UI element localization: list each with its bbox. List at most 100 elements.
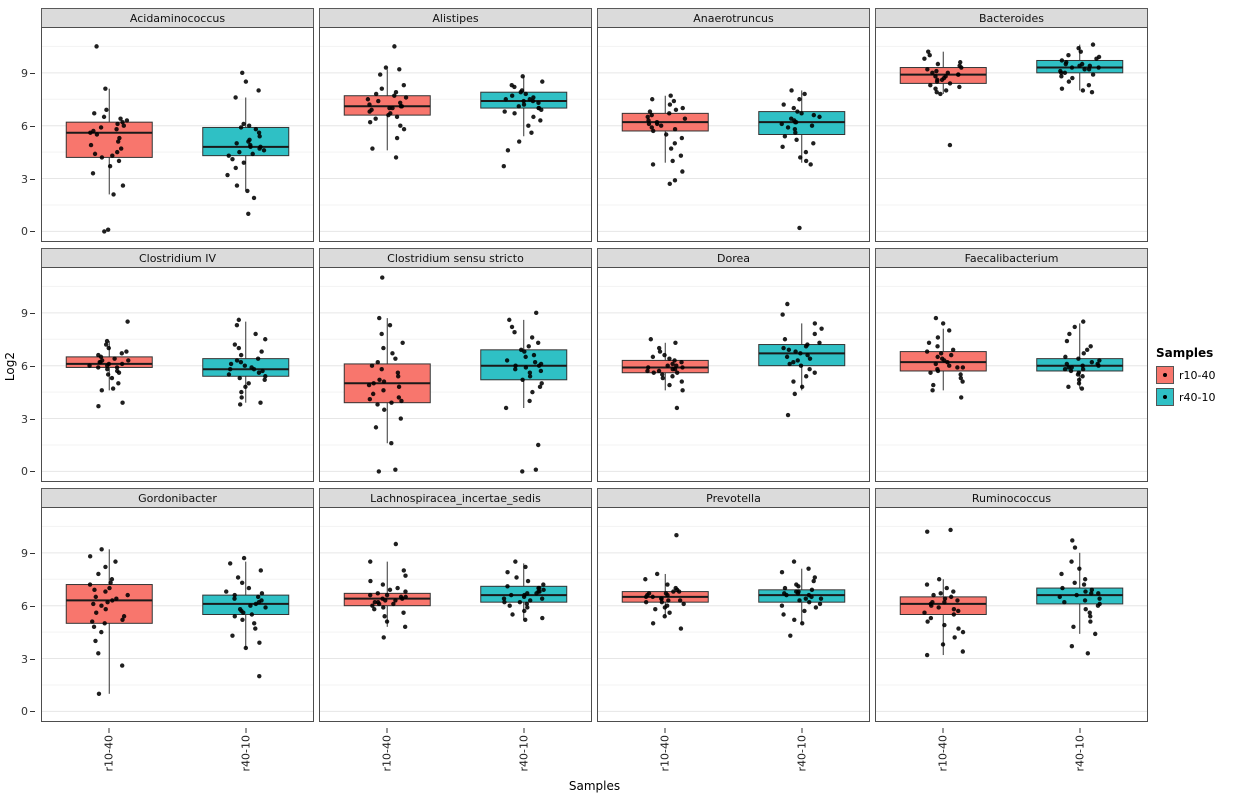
facet-dorea: Dorea [597, 248, 870, 488]
y-tick-mark [30, 658, 35, 660]
facet-bacteroides: Bacteroides [875, 8, 1148, 248]
x-tick-mark [108, 728, 110, 733]
facet-title: Dorea [717, 251, 750, 265]
facet-strip: Faecalibacterium [875, 248, 1148, 267]
facet-strip: Clostridium sensu stricto [319, 248, 592, 267]
y-tick-label: 3 [21, 172, 28, 186]
boxplot-svg [41, 507, 314, 722]
facet-title: Anaerotruncus [693, 11, 774, 25]
facet-strip: Gordonibacter [41, 488, 314, 507]
legend-title: Samples [1156, 346, 1214, 360]
y-tick-label: 3 [21, 412, 28, 426]
legend-key-dot [1163, 395, 1167, 399]
x-tick-label: r10-40 [937, 735, 950, 776]
y-tick-mark [30, 711, 35, 713]
x-tick-mark [664, 728, 666, 733]
facet-title: Faecalibacterium [964, 251, 1059, 265]
facet-strip: Alistipes [319, 8, 592, 27]
y-tick-mark [30, 418, 35, 420]
y-tick-label: 6 [21, 599, 28, 613]
legend-item-r10-40: r10-40 [1156, 366, 1216, 384]
legend-items: r10-40 r40-10 [1156, 366, 1216, 406]
facet-panel [875, 507, 1148, 722]
x-axis-labels: r10-40 r40-10 [41, 728, 314, 776]
y-tick-label: 6 [21, 359, 28, 373]
y-axis-gutter: 0 3 6 9 [6, 8, 36, 248]
box-r40-10 [758, 344, 846, 367]
facet-panel [875, 267, 1148, 482]
x-tick-label-text: r40-10 [517, 735, 531, 772]
x-tick-label-text: r10-40 [380, 735, 394, 772]
x-tick-label: r10-40 [103, 735, 116, 776]
y-tick-mark [30, 231, 35, 233]
y-tick-mark [30, 72, 35, 74]
facet-title: Acidaminococcus [129, 11, 226, 25]
facet-strip: Dorea [597, 248, 870, 267]
facet-strip: Prevotella [597, 488, 870, 507]
boxplot-svg [875, 507, 1148, 722]
x-tick-mark [942, 728, 944, 733]
facet-title: Alistipes [432, 11, 479, 25]
y-tick-label: 0 [21, 705, 28, 719]
boxplot-svg [597, 267, 870, 482]
y-tick-mark [30, 365, 35, 367]
facet-anaerotruncus: Anaerotruncus [597, 8, 870, 248]
y-tick-label: 9 [21, 546, 28, 560]
facet-title: Prevotella [706, 491, 761, 505]
legend: Samples r10-40 r40-10 [1156, 346, 1216, 410]
boxplot-svg [319, 27, 592, 242]
facet-alistipes: Alistipes [319, 8, 592, 248]
facet-acidaminococcus: Acidaminococcus [41, 8, 314, 248]
y-tick-mark [30, 125, 35, 127]
facet-clostridium-sensu-stricto: Clostridium sensu stricto [319, 248, 592, 488]
facet-panel [597, 27, 870, 242]
boxplot-svg [319, 507, 592, 722]
boxplot-svg [41, 27, 314, 242]
y-tick-label: 9 [21, 66, 28, 80]
y-tick-mark [30, 552, 35, 554]
facet-panel [41, 267, 314, 482]
facet-panel [597, 507, 870, 722]
x-tick-label: r40-10 [1073, 735, 1086, 776]
facet-panel [597, 267, 870, 482]
boxplot-svg [319, 267, 592, 482]
y-tick-label: 0 [21, 225, 28, 239]
box-r10-40 [899, 596, 987, 616]
corner-spacer [6, 728, 36, 776]
x-tick-label-text: r40-10 [1073, 735, 1087, 772]
facet-title: Ruminococcus [971, 491, 1052, 505]
facet-strip: Acidaminococcus [41, 8, 314, 27]
x-tick-mark [245, 728, 247, 733]
y-tick-mark [30, 312, 35, 314]
legend-item-r40-10: r40-10 [1156, 388, 1216, 406]
y-axis-gutter: 0 3 6 9 [6, 488, 36, 728]
x-axis-labels: r10-40 r40-10 [875, 728, 1148, 776]
y-tick-mark [30, 471, 35, 473]
facet-prevotella: Prevotella [597, 488, 870, 728]
x-tick-label: r40-10 [239, 735, 252, 776]
boxplot-svg [875, 27, 1148, 242]
x-tick-label: r40-10 [517, 735, 530, 776]
y-tick-mark [30, 178, 35, 180]
facet-panel [875, 27, 1148, 242]
x-tick-mark [801, 728, 803, 733]
facet-title: Bacteroides [979, 11, 1044, 25]
x-axis-labels: r10-40 r40-10 [319, 728, 592, 776]
boxplot-svg [41, 267, 314, 482]
x-tick-label-text: r40-10 [795, 735, 809, 772]
facet-lachnospiracea-incertae-sedis: Lachnospiracea_incertae_sedis [319, 488, 592, 728]
y-axis-gutter: 0 3 6 9 [6, 248, 36, 488]
x-tick-label: r10-40 [381, 735, 394, 776]
facet-panel [319, 507, 592, 722]
y-tick-label: 3 [21, 652, 28, 666]
facet-title: Clostridium sensu stricto [387, 251, 524, 265]
x-tick-mark [523, 728, 525, 733]
box-r10-40 [65, 584, 153, 624]
x-tick-label: r40-10 [795, 735, 808, 776]
facet-faecalibacterium: Faecalibacterium [875, 248, 1148, 488]
facet-strip: Clostridium IV [41, 248, 314, 267]
x-tick-mark [386, 728, 388, 733]
boxplot-svg [875, 267, 1148, 482]
y-tick-label: 6 [21, 119, 28, 133]
